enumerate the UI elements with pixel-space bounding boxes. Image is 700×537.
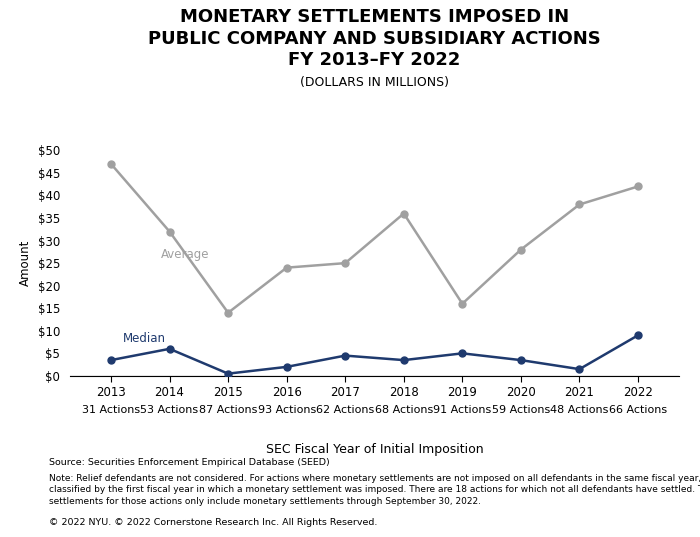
Text: 31 Actions: 31 Actions <box>82 405 140 416</box>
Text: PUBLIC COMPANY AND SUBSIDIARY ACTIONS: PUBLIC COMPANY AND SUBSIDIARY ACTIONS <box>148 30 601 48</box>
Text: Source: Securities Enforcement Empirical Database (SEED): Source: Securities Enforcement Empirical… <box>49 458 330 467</box>
Text: 68 Actions: 68 Actions <box>374 405 433 416</box>
Text: (DOLLARS IN MILLIONS): (DOLLARS IN MILLIONS) <box>300 76 449 89</box>
Text: 66 Actions: 66 Actions <box>609 405 667 416</box>
Text: 53 Actions: 53 Actions <box>141 405 199 416</box>
Text: 48 Actions: 48 Actions <box>550 405 608 416</box>
Text: 91 Actions: 91 Actions <box>433 405 491 416</box>
Text: Average: Average <box>161 248 209 260</box>
Text: © 2022 NYU. © 2022 Cornerstone Research Inc. All Rights Reserved.: © 2022 NYU. © 2022 Cornerstone Research … <box>49 518 377 527</box>
Y-axis label: Amount: Amount <box>20 240 32 286</box>
Text: 87 Actions: 87 Actions <box>199 405 258 416</box>
Text: Note: Relief defendants are not considered. For actions where monetary settlemen: Note: Relief defendants are not consider… <box>49 474 700 506</box>
Text: FY 2013–FY 2022: FY 2013–FY 2022 <box>288 51 461 69</box>
Text: 62 Actions: 62 Actions <box>316 405 375 416</box>
Text: SEC Fiscal Year of Initial Imposition: SEC Fiscal Year of Initial Imposition <box>266 443 483 456</box>
Text: 93 Actions: 93 Actions <box>258 405 316 416</box>
Text: Median: Median <box>122 332 166 345</box>
Text: MONETARY SETTLEMENTS IMPOSED IN: MONETARY SETTLEMENTS IMPOSED IN <box>180 8 569 26</box>
Text: 59 Actions: 59 Actions <box>492 405 550 416</box>
